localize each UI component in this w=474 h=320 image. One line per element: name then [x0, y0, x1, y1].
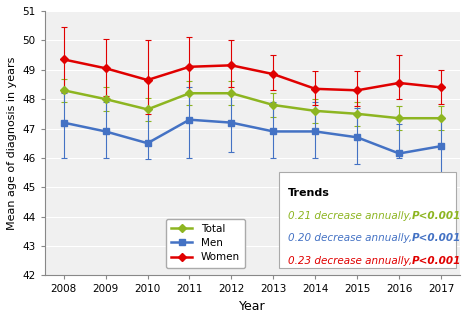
FancyBboxPatch shape [279, 172, 456, 268]
X-axis label: Year: Year [239, 300, 265, 313]
Text: 0.23 decrease annually,: 0.23 decrease annually, [288, 256, 415, 266]
Text: 0.21 decrease annually,: 0.21 decrease annually, [288, 211, 415, 221]
Text: P<0.001: P<0.001 [412, 211, 462, 221]
Text: Trends: Trends [288, 188, 329, 198]
Text: P<0.001: P<0.001 [412, 233, 462, 243]
Y-axis label: Mean age of diagnosis in years: Mean age of diagnosis in years [7, 57, 17, 230]
Text: P<0.001: P<0.001 [412, 256, 462, 266]
Legend: Total, Men, Women: Total, Men, Women [166, 219, 245, 268]
Text: 0.20 decrease annually,: 0.20 decrease annually, [288, 233, 415, 243]
